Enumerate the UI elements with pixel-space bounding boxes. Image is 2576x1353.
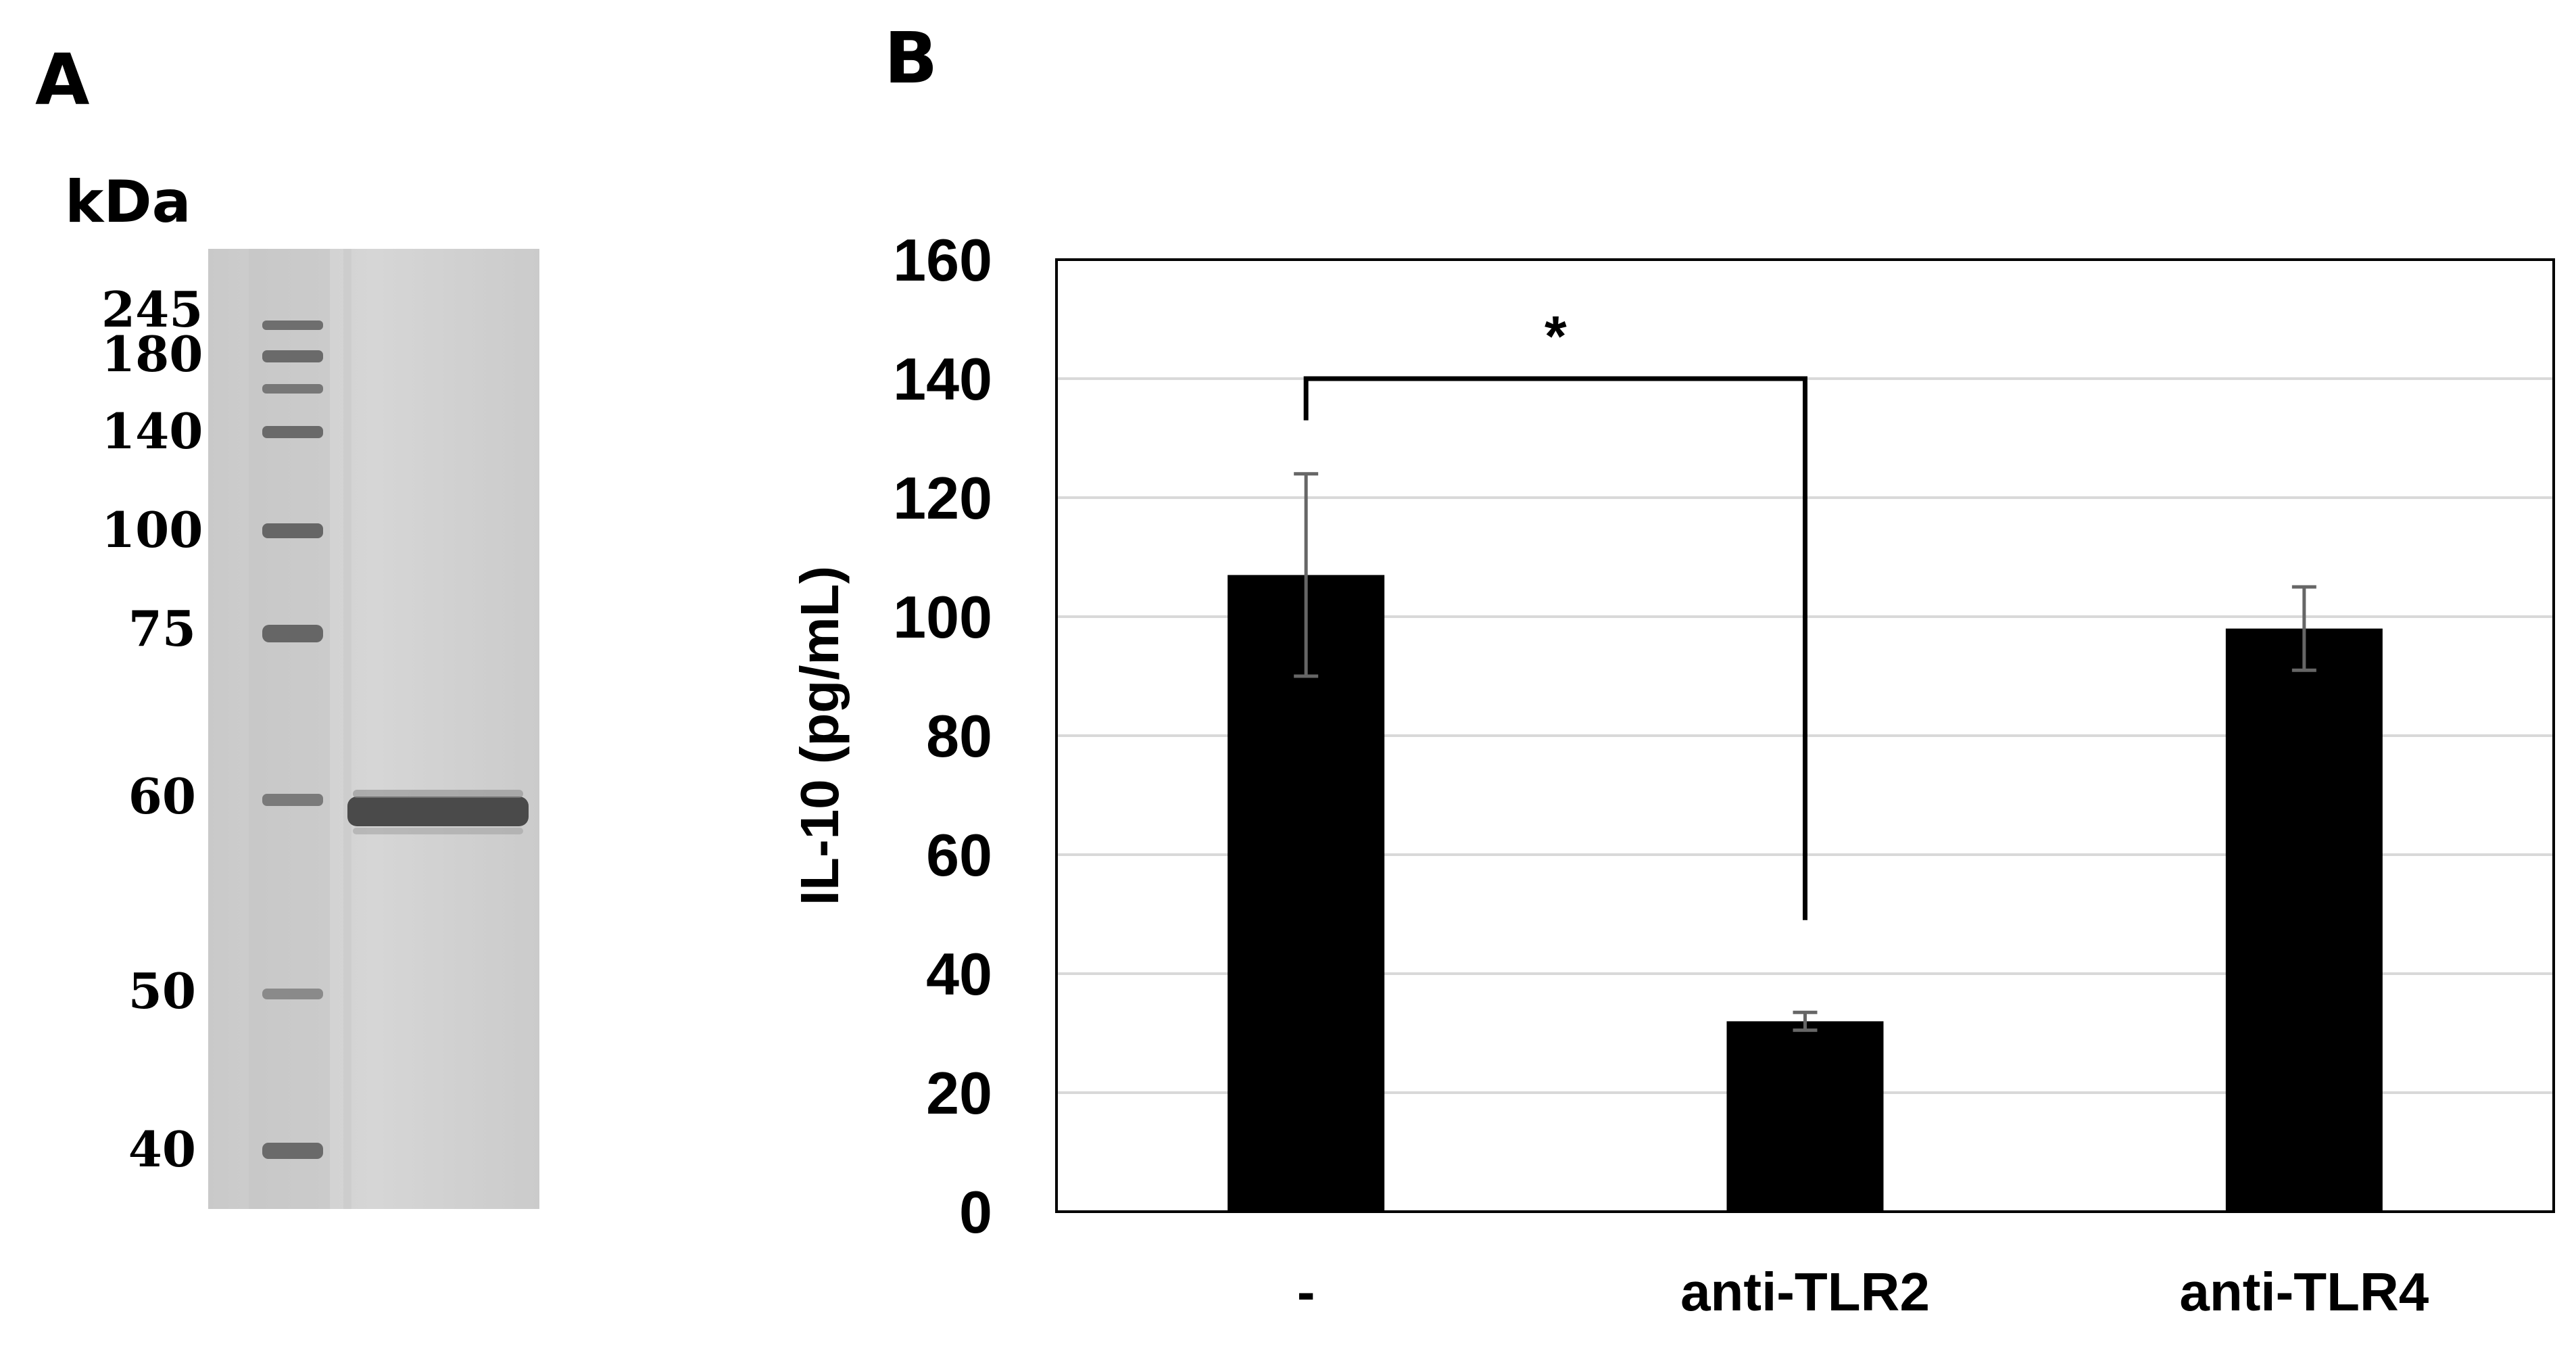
significance-bracket: *: [1303, 304, 1807, 920]
error-bar-3: [2291, 585, 2316, 672]
marker-label-40: 40: [128, 1120, 196, 1178]
y-tick-120: 120: [893, 465, 992, 531]
y-axis-label: IL-10 (pg/mL): [789, 566, 850, 905]
ladder-band-40: [262, 1143, 323, 1159]
plot-frame: [1055, 258, 2555, 1213]
y-tick-80: 80: [926, 703, 992, 769]
ladder-band-140: [262, 426, 323, 438]
marker-label-50: 50: [128, 962, 196, 1020]
y-tick-160: 160: [893, 227, 992, 293]
x-category-3: anti-TLR4: [2179, 1262, 2429, 1322]
marker-label-60: 60: [128, 767, 196, 825]
sample-band: [347, 797, 529, 826]
gel-bands: [208, 249, 539, 1209]
y-tick-labels: 0 20 40 60 80 100 120 140 160: [893, 227, 992, 1245]
error-bars: [1294, 472, 2316, 1032]
y-tick-40: 40: [926, 941, 992, 1007]
y-tick-0: 0: [959, 1179, 992, 1245]
y-tick-140: 140: [893, 346, 992, 412]
significance-star-1: *: [1545, 304, 1567, 368]
x-category-labels: - anti-TLR2 anti-TLR4: [1297, 1262, 2429, 1322]
error-bar-1: [1294, 472, 1319, 678]
marker-label-75: 75: [128, 600, 196, 657]
bar-2: [1726, 1021, 1884, 1212]
gel-image: [208, 249, 539, 1209]
ladder-band-180b: [262, 384, 323, 394]
y-tick-100: 100: [893, 584, 992, 650]
ladder-band-100: [262, 523, 323, 538]
y-tick-20: 20: [926, 1060, 992, 1126]
bar-1: [1228, 575, 1385, 1212]
ladder-band-245: [262, 321, 323, 330]
x-category-1: -: [1297, 1262, 1315, 1322]
bars: [1228, 575, 2383, 1212]
ladder-band-50: [262, 989, 323, 999]
bar-3: [2225, 628, 2383, 1212]
marker-label-100: 100: [101, 501, 203, 559]
ladder-band-75: [262, 625, 323, 642]
marker-label-245: 245: [101, 281, 203, 338]
error-bar-2: [1793, 1010, 1818, 1032]
y-tick-60: 60: [926, 822, 992, 888]
panel-a-letter: A: [35, 39, 90, 121]
marker-label-180: 180: [101, 325, 203, 383]
ladder-band-60: [262, 794, 323, 806]
x-category-2: anti-TLR2: [1680, 1262, 1930, 1322]
kda-unit-label: kDa: [65, 168, 191, 236]
marker-label-140: 140: [101, 402, 203, 460]
ladder-band-180: [262, 350, 323, 362]
panel-b-letter: B: [884, 17, 938, 99]
significance-line-1: [1303, 376, 1807, 920]
